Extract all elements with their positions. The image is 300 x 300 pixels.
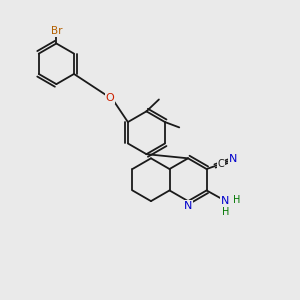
Text: N: N (184, 201, 192, 211)
Text: H: H (222, 206, 230, 217)
Text: H: H (233, 195, 240, 205)
Text: Br: Br (51, 26, 62, 36)
Text: N: N (229, 154, 238, 164)
Text: C: C (218, 159, 224, 169)
Text: O: O (106, 93, 114, 103)
Text: N: N (221, 196, 229, 206)
